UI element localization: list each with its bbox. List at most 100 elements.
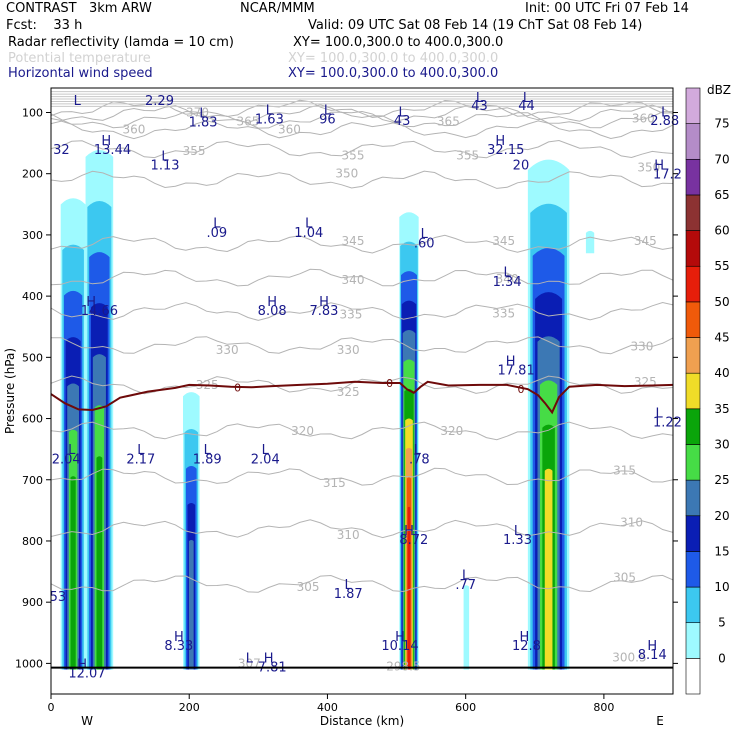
theta-label: 320 [291, 424, 314, 438]
wind-speed-label: .78 [409, 452, 430, 467]
x-tick-label: 600 [455, 701, 476, 714]
wind-speed-label: H [495, 134, 505, 149]
wind-speed-label: 32.15 [487, 143, 524, 158]
colorbar-swatch-12 [685, 230, 701, 267]
theta-label: 345 [342, 234, 365, 248]
theta-contour-350 [51, 170, 673, 189]
theta-label: 365 [437, 115, 460, 129]
wind-speed-label: L [137, 443, 145, 458]
wind-speed-label: H [86, 295, 96, 310]
theta-contour-370 [51, 104, 673, 124]
y-tick-label: 600 [22, 413, 43, 426]
theta-label: 315 [613, 464, 636, 478]
colorbar-swatch-4 [685, 515, 701, 552]
field3-xy: XY= 100.0,300.0 to 400.0,300.0 [288, 66, 499, 81]
wind-speed-label: 14.66 [81, 304, 118, 319]
wind-speed-label: H [506, 354, 516, 369]
theta-contour-365 [51, 110, 673, 129]
colorbar-level-label: 45 [714, 331, 729, 345]
wind-speed-label: 8.33 [164, 639, 193, 654]
wind-speed-label: L [345, 578, 353, 593]
theta-contour-305 [51, 574, 673, 593]
x-tick-label: 0 [48, 701, 55, 714]
theta-label: 360 [278, 123, 301, 137]
colorbar-level-label: 25 [714, 473, 729, 487]
x-tick-label: 200 [179, 701, 200, 714]
theta-label: 330 [216, 343, 239, 357]
freezing-level-line [51, 380, 673, 415]
theta-contour-310 [51, 519, 673, 539]
colorbar-swatch-15 [685, 123, 701, 160]
theta-label: 355 [456, 148, 479, 162]
wind-speed-label: L [266, 103, 274, 118]
theta-label: 315 [323, 476, 346, 490]
theta-label: 370 [186, 105, 209, 119]
colorbar-swatch-16 [685, 87, 701, 124]
wind-speed-label: 20 [513, 159, 530, 174]
theta-label: 335 [492, 306, 515, 320]
wind-speed-label: H [319, 295, 329, 310]
wind-speed-label: 2.04 [52, 452, 81, 467]
wind-speed-label: H [264, 651, 274, 666]
colorbar-unit: dBZ [707, 83, 731, 97]
theta-label: 298.5 [386, 659, 420, 673]
wind-speed-label: L [414, 443, 422, 458]
x-tick-label: 800 [593, 701, 614, 714]
wind-speed-label: 8.08 [258, 304, 287, 319]
theta-label: 310 [337, 528, 360, 542]
theta-contour-360 [51, 120, 673, 140]
wind-speed-label: 8.14 [638, 648, 667, 663]
y-tick-label: 900 [22, 596, 43, 609]
theta-label: 360 [122, 123, 145, 137]
freezing-level-label: 0 [517, 383, 524, 396]
wind-speed-label: 43 [471, 99, 488, 114]
theta-contour-330 [51, 336, 673, 355]
wind-speed-label: H [267, 295, 277, 310]
wind-speed-label: 7.83 [310, 304, 339, 319]
y-tick-label: 400 [22, 290, 43, 303]
wind-speed-label: 1.63 [255, 113, 284, 128]
wind-speed-label: H [654, 159, 664, 174]
wind-speed-label: .77 [455, 578, 476, 593]
theta-label: 345 [634, 234, 657, 248]
colorbar-swatch-5 [685, 479, 701, 517]
theta-label: 330 [337, 343, 360, 357]
theta-contour-315 [51, 467, 673, 486]
wind-speed-label: 17.2 [653, 168, 682, 183]
colorbar-level-label: 5 [718, 616, 726, 630]
theta-label: 305 [297, 580, 320, 594]
colorbar-level-label: 35 [714, 402, 729, 416]
wind-speed-label: 2.88 [650, 114, 679, 129]
wind-speed-label: 1.34 [493, 275, 522, 290]
field1-xy: XY= 100.0,300.0 to 400.0,300.0 [293, 35, 504, 50]
reflectivity-band-cell-f-5 [463, 585, 470, 670]
theta-label: 320 [440, 424, 463, 438]
wind-speed-label: 17.81 [498, 364, 535, 379]
forecast-hour: Fcst: 33 h [6, 18, 83, 33]
colorbar-level-label: 10 [714, 580, 729, 594]
wind-speed-label: 44 [518, 99, 535, 114]
colorbar-swatch-14 [685, 158, 701, 196]
y-tick-label: 1000 [15, 657, 43, 670]
freezing-level-label: 0 [386, 377, 393, 390]
theta-label: 355 [183, 144, 206, 158]
wind-speed-label: L [305, 217, 313, 232]
theta-label: 300.5 [612, 650, 646, 664]
plot-frame [50, 87, 674, 695]
wind-speed-label: 1.04 [294, 226, 323, 241]
y-tick-label: 700 [22, 474, 43, 487]
wind-speed-label: 2.29 [145, 94, 174, 109]
reflectivity-band-cell-c-25 [188, 539, 194, 670]
y-tick-label: 800 [22, 535, 43, 548]
wind-speed-label: L [476, 91, 484, 106]
theta-label: 335 [339, 307, 362, 321]
colorbar-level-label: 55 [714, 259, 729, 273]
wind-speed-label: H [77, 657, 87, 672]
wind-speed-label: L [324, 103, 332, 118]
wind-speed-label: .09 [207, 226, 228, 241]
colorbar-level-label: 20 [714, 509, 729, 523]
field3-name: Horizontal wind speed [8, 66, 153, 81]
y-tick-label: 200 [22, 168, 43, 181]
wind-speed-label: 10.14 [381, 639, 418, 654]
